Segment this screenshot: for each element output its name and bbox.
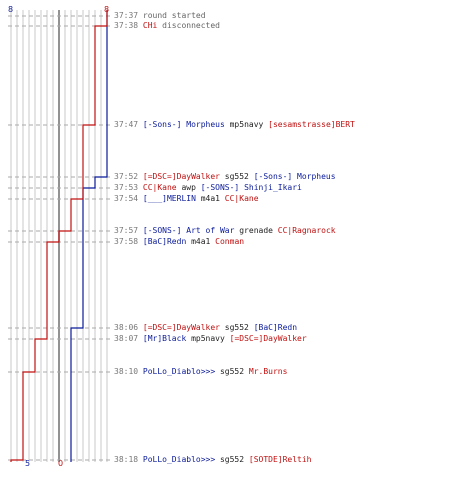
team-b-alive-line [10, 10, 108, 462]
event-time: 37:53 [114, 183, 143, 192]
weapon-name: sg552 [219, 172, 254, 181]
event-time: 37:52 [114, 172, 143, 181]
event-time: 38:10 [114, 367, 143, 376]
weapon-name: sg552 [215, 455, 249, 464]
weapon-name: grenade [234, 226, 278, 235]
team-a-start-count: 8 [8, 5, 14, 14]
victim-name: [BaC]Redn [253, 323, 298, 332]
event-row: 37:57 [-SONS-] Art of War grenade CC|Rag… [114, 226, 336, 235]
event-row: 37:38 CHi disconnected [114, 21, 220, 30]
weapon-name: awp [176, 183, 201, 192]
killer-name: CC|Kane [142, 183, 177, 192]
event-row: 38:18 PoLLo_Diablo>>> sg552 [SOTDE]Relti… [114, 455, 312, 464]
weapon-name: mp5navy [224, 120, 269, 129]
victim-name: Conman [215, 237, 245, 246]
event-time: 37:38 [114, 21, 143, 30]
event-time: 37:47 [114, 120, 143, 129]
event-row: 37:47 [-Sons-] Morpheus mp5navy [sesamst… [114, 120, 355, 129]
event-time: 38:18 [114, 455, 143, 464]
killer-name: [Mr]Black [142, 334, 187, 343]
victim-name: [sesamstrasse]BERT [268, 120, 355, 129]
weapon-name: m4a1 [195, 194, 225, 203]
event-time: 37:54 [114, 194, 143, 203]
team-a-alive-line [70, 10, 108, 462]
event-row: 37:58 [BaC]Redn m4a1 Conman [114, 237, 244, 246]
event-time: 38:06 [114, 323, 143, 332]
killer-name: [___]MERLIN [142, 194, 196, 203]
victim-name: [SOTDE]Reltih [248, 455, 312, 464]
killer-name: [=DSC=]DayWalker [142, 323, 220, 332]
team-b-start-count: 8 [104, 5, 110, 14]
team-b-end-count: 0 [58, 459, 64, 468]
killer-name: [-SONS-] Art of War [142, 226, 235, 235]
killer-name: [=DSC=]DayWalker [142, 172, 220, 181]
event-time: 38:07 [114, 334, 143, 343]
event-row: 37:52 [=DSC=]DayWalker sg552 [-Sons-] Mo… [114, 172, 336, 181]
event-time: 37:58 [114, 237, 143, 246]
weapon-name: mp5navy [186, 334, 230, 343]
event-row: 37:53 CC|Kane awp [-SONS-] Shinji_Ikari [114, 183, 302, 192]
player-name: CHi [142, 21, 158, 30]
killer-name: PoLLo_Diablo>>> [142, 455, 216, 464]
weapon-name: sg552 [219, 323, 254, 332]
victim-name: [-SONS-] Shinji_Ikari [200, 183, 302, 192]
killer-name: [-Sons-] Morpheus [142, 120, 225, 129]
weapon-name: m4a1 [186, 237, 216, 246]
team-a-end-count: 5 [25, 459, 31, 468]
event-row: 38:06 [=DSC=]DayWalker sg552 [BaC]Redn [114, 323, 297, 332]
victim-name: Mr.Burns [248, 367, 288, 376]
weapon-name: sg552 [215, 367, 249, 376]
victim-name: [-Sons-] Morpheus [253, 172, 336, 181]
event-time: 37:57 [114, 226, 143, 235]
victim-name: CC|Ragnarock [277, 226, 336, 235]
event-row: 37:54 [___]MERLIN m4a1 CC|Kane [114, 194, 259, 203]
event-time: 37:37 [114, 11, 143, 20]
event-row: 38:07 [Mr]Black mp5navy [=DSC=]DayWalker [114, 334, 307, 343]
event-text: round started [142, 11, 206, 20]
event-row: 37:37 round started [114, 11, 206, 20]
event-row: 38:10 PoLLo_Diablo>>> sg552 Mr.Burns [114, 367, 287, 376]
victim-name: CC|Kane [224, 194, 259, 203]
event-text: disconnected [157, 21, 220, 30]
killer-name: [BaC]Redn [142, 237, 187, 246]
victim-name: [=DSC=]DayWalker [229, 334, 307, 343]
killer-name: PoLLo_Diablo>>> [142, 367, 216, 376]
